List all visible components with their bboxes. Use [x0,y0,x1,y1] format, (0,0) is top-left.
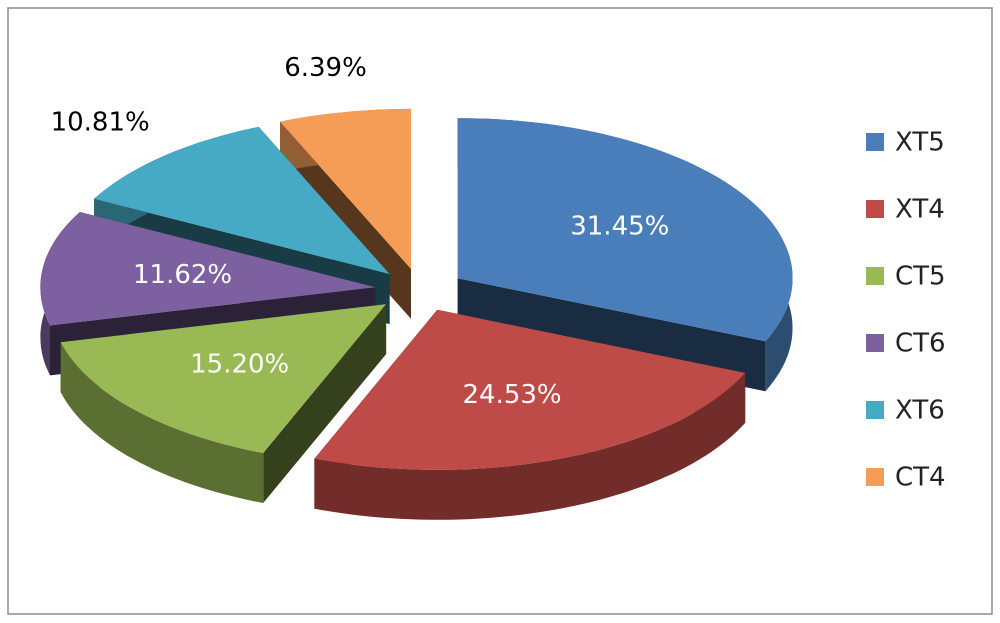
legend-label: CT4 [895,463,946,493]
legend-swatch [866,401,884,419]
data-label: 31.45% [570,212,669,242]
legend-swatch [866,468,884,486]
legend-swatch [866,334,884,352]
legend-label: XT4 [895,195,945,225]
slice-top [40,212,376,326]
slice [60,304,387,503]
data-label: 15.20% [190,350,289,380]
legend-swatch [866,200,884,218]
slice-wall [314,372,746,520]
legend-label: CT6 [895,329,946,359]
slice-top [94,126,390,275]
slice-top [280,108,411,269]
legend-swatch [866,267,884,285]
slice [314,309,746,520]
legend-label: CT5 [895,262,946,292]
slice-wall [60,342,264,503]
data-label: 11.62% [133,260,232,290]
slice-top [60,304,387,453]
data-label: 24.53% [462,380,561,410]
slice-top [314,309,746,470]
legend-label: XT6 [895,396,945,426]
legend-label: XT5 [895,128,945,158]
slice-top [457,118,793,342]
data-label: 6.39% [284,53,367,83]
legend-swatch [866,133,884,151]
data-label: 10.81% [51,108,150,138]
